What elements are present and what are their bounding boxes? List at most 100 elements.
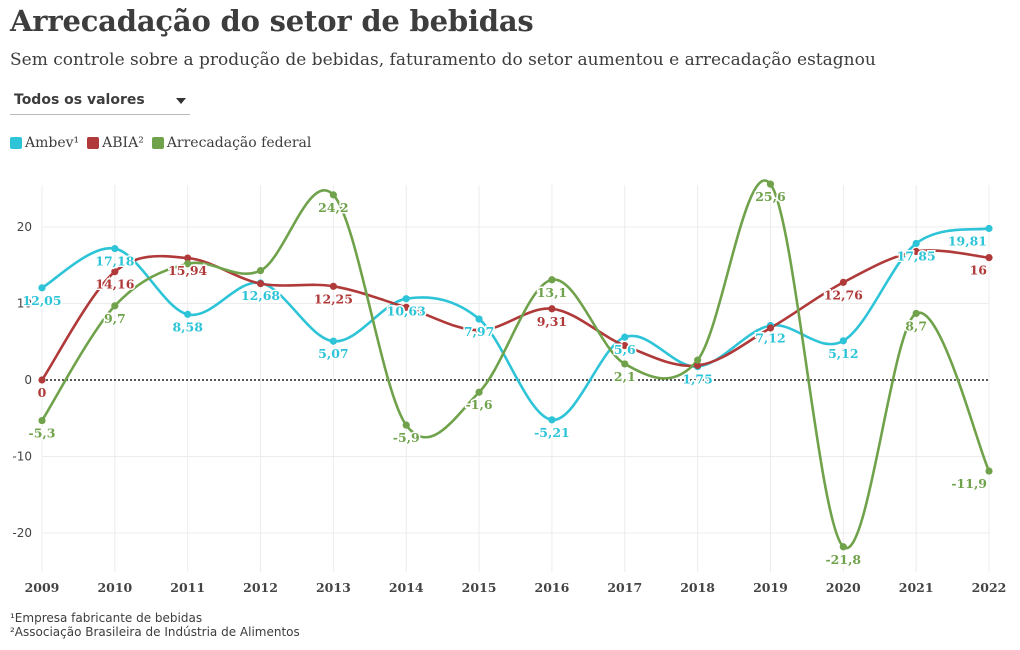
legend-item-arrecadacao[interactable]: Arrecadação federal <box>151 135 312 151</box>
x-tick-label: 2012 <box>243 580 278 595</box>
data-label-ambev: 17,85 <box>897 248 936 263</box>
filter-dropdown[interactable]: Todos os valores <box>10 90 190 115</box>
data-point-abia <box>402 303 410 311</box>
data-point-abia <box>475 326 483 334</box>
data-point-abia <box>621 341 629 350</box>
data-point-abia <box>766 324 775 332</box>
data-label-ambev: -5,21 <box>534 425 570 440</box>
x-tick-label: 2014 <box>389 580 424 595</box>
data-point-arrecadacao <box>839 543 847 551</box>
footnote-ambev: ¹Empresa fabricante de bebidas <box>10 611 203 625</box>
data-label-ambev: 17,18 <box>95 254 134 269</box>
y-tick-label: -20 <box>12 526 32 540</box>
data-point-abia <box>38 376 46 384</box>
data-point-arrecadacao <box>694 356 702 364</box>
data-label-arrecadacao: 25,6 <box>755 189 786 204</box>
legend: Ambev¹ ABIA² Arrecadação federal <box>10 135 311 151</box>
data-label-ambev: 12,68 <box>241 288 280 303</box>
data-point-ambev <box>985 224 993 233</box>
data-label-arrecadacao: 13,1 <box>537 285 567 300</box>
legend-label-abia: ABIA² <box>102 135 144 151</box>
legend-swatch-arrecadacao <box>151 137 164 149</box>
data-label-arrecadacao: -5,3 <box>29 426 56 441</box>
footnote-abia: ²Associação Brasileira de Indústria de A… <box>10 625 300 639</box>
data-label-abia: 12,76 <box>824 287 863 302</box>
y-tick-label: -10 <box>12 450 32 464</box>
x-tick-label: 2021 <box>899 580 934 595</box>
y-tick-label: 20 <box>17 220 32 234</box>
legend-item-ambev[interactable]: Ambev¹ <box>10 135 79 151</box>
data-label-arrecadacao: -11,9 <box>951 476 987 491</box>
y-tick-label: 10 <box>17 297 32 311</box>
data-point-arrecadacao <box>912 309 920 318</box>
footnotes: ¹Empresa fabricante de bebidas ²Associaç… <box>10 611 300 639</box>
data-label-abia: 14,16 <box>95 277 134 292</box>
x-tick-label: 2018 <box>680 580 715 595</box>
x-tick-label: 2015 <box>462 580 497 595</box>
chevron-down-icon <box>176 98 186 104</box>
data-point-arrecadacao <box>184 260 192 268</box>
data-label-abia: 0 <box>38 385 47 400</box>
dropdown-selected-value: Todos os valores <box>14 92 145 108</box>
data-label-ambev: 8,58 <box>172 319 203 334</box>
data-label-ambev: 12,05 <box>22 293 61 308</box>
data-point-abia <box>839 278 847 286</box>
data-point-arrecadacao <box>256 267 265 275</box>
legend-swatch-ambev <box>10 137 22 149</box>
data-point-ambev <box>621 333 629 341</box>
data-label-arrecadacao: -5,9 <box>393 430 420 445</box>
data-point-arrecadacao <box>475 388 483 396</box>
y-tick-label: 0 <box>24 373 32 387</box>
data-point-ambev <box>329 337 337 345</box>
legend-item-abia[interactable]: ABIA² <box>87 135 144 151</box>
data-point-abia <box>694 361 702 370</box>
data-label-abia: 15,94 <box>168 263 207 278</box>
legend-label-arrecadacao: Arrecadação federal <box>166 135 312 151</box>
data-point-arrecadacao <box>548 276 556 284</box>
data-point-ambev <box>402 295 410 303</box>
data-label-ambev: 5,07 <box>318 346 348 361</box>
series-line-arrecadacao <box>40 179 991 550</box>
legend-swatch-abia <box>87 137 100 149</box>
data-label-ambev: 5,6 <box>614 342 636 357</box>
data-point-ambev <box>184 310 192 318</box>
data-label-ambev: 1,75 <box>682 372 712 387</box>
data-label-ambev: 7,97 <box>464 324 494 339</box>
data-point-abia <box>329 282 337 290</box>
data-point-abia <box>256 280 265 288</box>
data-label-ambev: 10,63 <box>387 304 426 319</box>
x-tick-label: 2020 <box>826 580 861 595</box>
data-point-arrecadacao <box>621 360 629 368</box>
data-point-ambev <box>111 244 119 253</box>
data-point-arrecadacao <box>985 467 993 475</box>
data-label-ambev: 7,12 <box>755 331 785 346</box>
data-point-ambev <box>912 239 920 248</box>
data-point-abia <box>985 254 993 262</box>
data-label-arrecadacao: 24,2 <box>318 200 348 215</box>
series-line-ambev <box>41 227 990 422</box>
data-label-ambev: 19,81 <box>948 233 987 248</box>
data-point-abia <box>912 247 920 256</box>
legend-label-ambev: Ambev¹ <box>25 135 80 151</box>
data-point-arrecadacao <box>402 421 410 429</box>
data-label-abia: 9,31 <box>537 314 567 329</box>
x-tick-label: 2017 <box>607 580 642 595</box>
data-point-ambev <box>548 416 556 424</box>
x-tick-label: 2016 <box>535 580 570 595</box>
data-point-arrecadacao <box>38 416 46 425</box>
x-tick-label: 2013 <box>316 580 351 595</box>
data-label-arrecadacao: 8,7 <box>905 318 927 333</box>
x-tick-label: 2022 <box>972 580 1007 595</box>
chart-title: Arrecadação do setor de bebidas <box>10 4 534 38</box>
x-tick-label: 2009 <box>25 580 60 595</box>
data-label-ambev: 5,12 <box>828 346 858 361</box>
data-label-arrecadacao: 2,1 <box>614 369 636 384</box>
data-label-arrecadacao: 9,7 <box>104 311 126 326</box>
data-point-arrecadacao <box>111 302 119 310</box>
data-label-abia: 16 <box>970 263 988 278</box>
data-point-ambev <box>475 315 483 323</box>
chart-subtitle: Sem controle sobre a produção de bebidas… <box>10 50 876 70</box>
x-tick-label: 2019 <box>753 580 788 595</box>
data-point-ambev <box>38 284 46 292</box>
data-point-arrecadacao <box>766 180 775 188</box>
